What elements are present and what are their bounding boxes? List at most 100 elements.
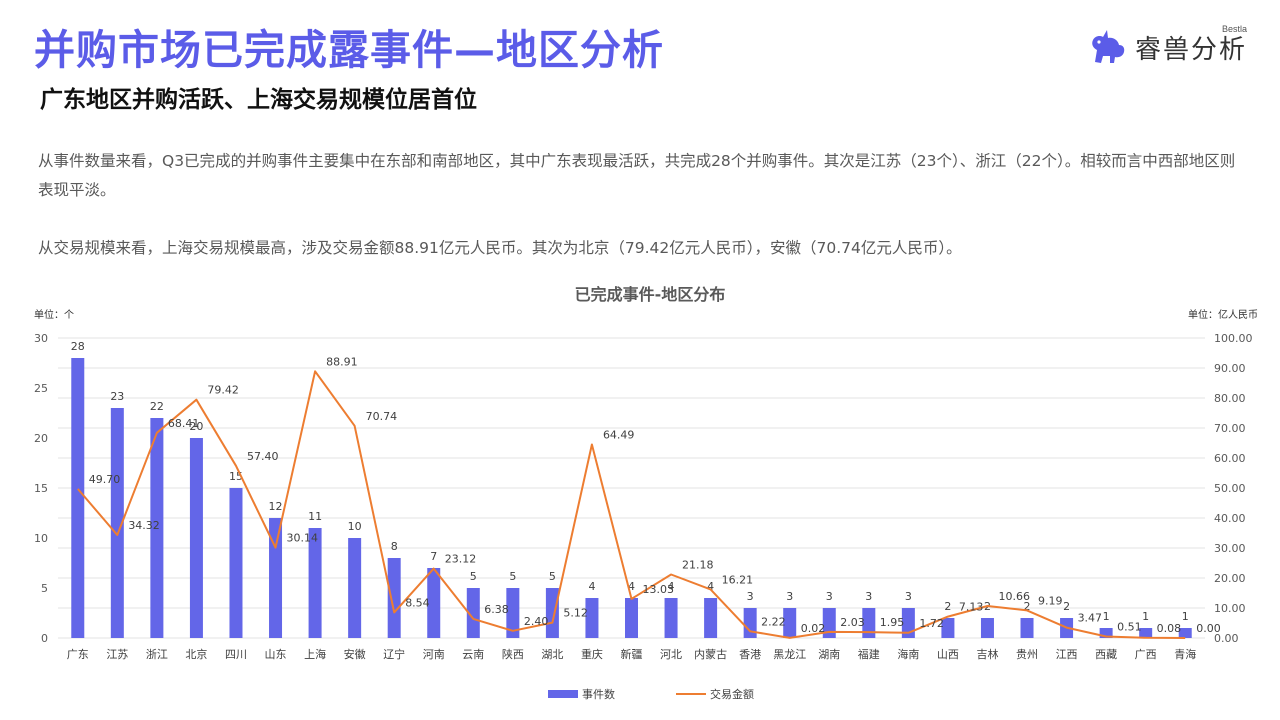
category-label: 广西 bbox=[1135, 648, 1157, 661]
right-axis-tick-label: 10.00 bbox=[1214, 602, 1246, 615]
category-label: 福建 bbox=[858, 647, 880, 661]
bar-value-label: 3 bbox=[905, 590, 912, 603]
bar-事件数 bbox=[743, 608, 757, 638]
bar-事件数 bbox=[625, 598, 638, 638]
category-label: 云南 bbox=[462, 648, 484, 661]
line-value-label: 0.02 bbox=[801, 622, 826, 635]
bar-value-label: 1 bbox=[1103, 610, 1110, 623]
brand-logo: Bestla 睿兽分析 bbox=[1087, 24, 1247, 68]
bar-事件数 bbox=[269, 518, 283, 638]
line-series-交易金额 bbox=[77, 370, 1186, 639]
category-label: 安徽 bbox=[344, 647, 366, 661]
bar-value-label: 4 bbox=[628, 580, 635, 593]
bar-事件数 bbox=[664, 598, 678, 638]
bar-事件数 bbox=[110, 408, 124, 638]
bar-事件数 bbox=[308, 528, 322, 638]
left-axis-tick-label: 20 bbox=[34, 432, 48, 445]
right-axis-tick-label: 40.00 bbox=[1214, 512, 1246, 525]
category-label: 青海 bbox=[1174, 647, 1196, 661]
line-value-label: 79.42 bbox=[207, 384, 239, 397]
line-value-label: 3.47 bbox=[1078, 612, 1103, 625]
right-axis-unit: 单位：亿人民币 bbox=[1188, 308, 1258, 321]
line-value-label: 0.08 bbox=[1157, 622, 1182, 635]
bar-value-label: 10 bbox=[348, 520, 362, 533]
bar-value-label: 2 bbox=[1024, 600, 1031, 613]
bar-事件数 bbox=[862, 608, 876, 638]
bar-value-label: 11 bbox=[308, 510, 322, 523]
bar-value-label: 4 bbox=[668, 580, 675, 593]
bar-事件数 bbox=[387, 558, 401, 638]
line-value-label: 88.91 bbox=[326, 355, 358, 368]
bar-value-label: 8 bbox=[391, 540, 398, 553]
bar-事件数 bbox=[189, 438, 203, 638]
bar-事件数 bbox=[1020, 618, 1034, 638]
analysis-paragraph-amount: 从交易规模来看，上海交易规模最高，涉及交易金额88.91亿元人民币。其次为北京（… bbox=[38, 239, 962, 257]
logo-bestla-text: Bestla bbox=[1221, 24, 1247, 34]
bar-事件数 bbox=[348, 538, 362, 638]
bar-事件数 bbox=[1139, 628, 1153, 638]
category-label: 山东 bbox=[265, 648, 287, 661]
line-value-label: 70.74 bbox=[366, 410, 398, 423]
category-label: 江苏 bbox=[106, 648, 128, 661]
category-label: 新疆 bbox=[621, 647, 643, 661]
unicorn-logo-icon bbox=[1092, 30, 1125, 63]
line-value-label: 30.14 bbox=[287, 532, 319, 545]
line-value-label: 34.32 bbox=[128, 519, 160, 532]
bar-事件数 bbox=[466, 588, 480, 638]
bar-value-label: 5 bbox=[549, 570, 556, 583]
category-label: 吉林 bbox=[976, 647, 998, 661]
category-label: 江西 bbox=[1056, 648, 1078, 661]
right-axis-tick-label: 60.00 bbox=[1214, 452, 1246, 465]
bar-value-label: 23 bbox=[110, 390, 124, 403]
left-axis-tick-label: 5 bbox=[41, 582, 48, 595]
category-label: 内蒙古 bbox=[694, 647, 727, 661]
line-value-label: 0.51 bbox=[1117, 620, 1142, 633]
bar-事件数 bbox=[1099, 628, 1113, 638]
bar-事件数 bbox=[980, 618, 994, 638]
right-axis-tick-label: 30.00 bbox=[1214, 542, 1246, 555]
left-axis-tick-label: 10 bbox=[34, 532, 48, 545]
right-axis-tick-label: 50.00 bbox=[1214, 482, 1246, 495]
category-label: 黑龙江 bbox=[773, 648, 806, 661]
line-value-label: 2.40 bbox=[524, 615, 549, 628]
bar-事件数 bbox=[941, 618, 955, 638]
category-label: 北京 bbox=[185, 647, 207, 661]
bar-value-label: 4 bbox=[707, 580, 714, 593]
line-value-label: 1.95 bbox=[880, 616, 905, 629]
page-title: 并购市场已完成露事件—地区分析 bbox=[34, 26, 664, 74]
category-label: 贵州 bbox=[1016, 648, 1038, 661]
line-value-label: 57.40 bbox=[247, 450, 279, 463]
line-value-label: 6.38 bbox=[484, 603, 509, 616]
left-axis-tick-label: 25 bbox=[34, 382, 48, 395]
legend-bar-swatch bbox=[548, 690, 578, 698]
bar-value-label: 5 bbox=[470, 570, 477, 583]
line-value-label: 9.19 bbox=[1038, 594, 1063, 607]
bar-value-label: 3 bbox=[826, 590, 833, 603]
line-value-label: 0.00 bbox=[1196, 622, 1221, 635]
category-label: 四川 bbox=[225, 648, 247, 661]
right-axis-tick-label: 90.00 bbox=[1214, 362, 1246, 375]
category-label: 河南 bbox=[423, 648, 445, 661]
bar-事件数 bbox=[1178, 628, 1192, 638]
category-label: 陕西 bbox=[502, 647, 524, 661]
line-value-label: 16.21 bbox=[722, 573, 754, 586]
line-value-label: 1.72 bbox=[919, 617, 944, 630]
bar-value-label: 3 bbox=[786, 590, 793, 603]
line-value-label: 8.54 bbox=[405, 596, 430, 609]
bar-value-label: 28 bbox=[71, 340, 85, 353]
category-label: 山西 bbox=[937, 648, 959, 661]
category-label: 海南 bbox=[897, 647, 919, 661]
category-label: 广东 bbox=[67, 648, 89, 661]
bar-value-label: 4 bbox=[588, 580, 595, 593]
bar-事件数 bbox=[506, 588, 520, 638]
line-value-label: 2.22 bbox=[761, 615, 786, 628]
bar-value-label: 1 bbox=[1142, 610, 1149, 623]
bar-事件数 bbox=[229, 488, 243, 638]
bar-事件数 bbox=[71, 358, 85, 638]
right-axis-tick-label: 20.00 bbox=[1214, 572, 1246, 585]
bar-事件数 bbox=[545, 588, 559, 638]
right-axis-tick-label: 70.00 bbox=[1214, 422, 1246, 435]
chart-title: 已完成事件-地区分布 bbox=[575, 285, 726, 304]
category-label: 重庆 bbox=[581, 647, 603, 661]
